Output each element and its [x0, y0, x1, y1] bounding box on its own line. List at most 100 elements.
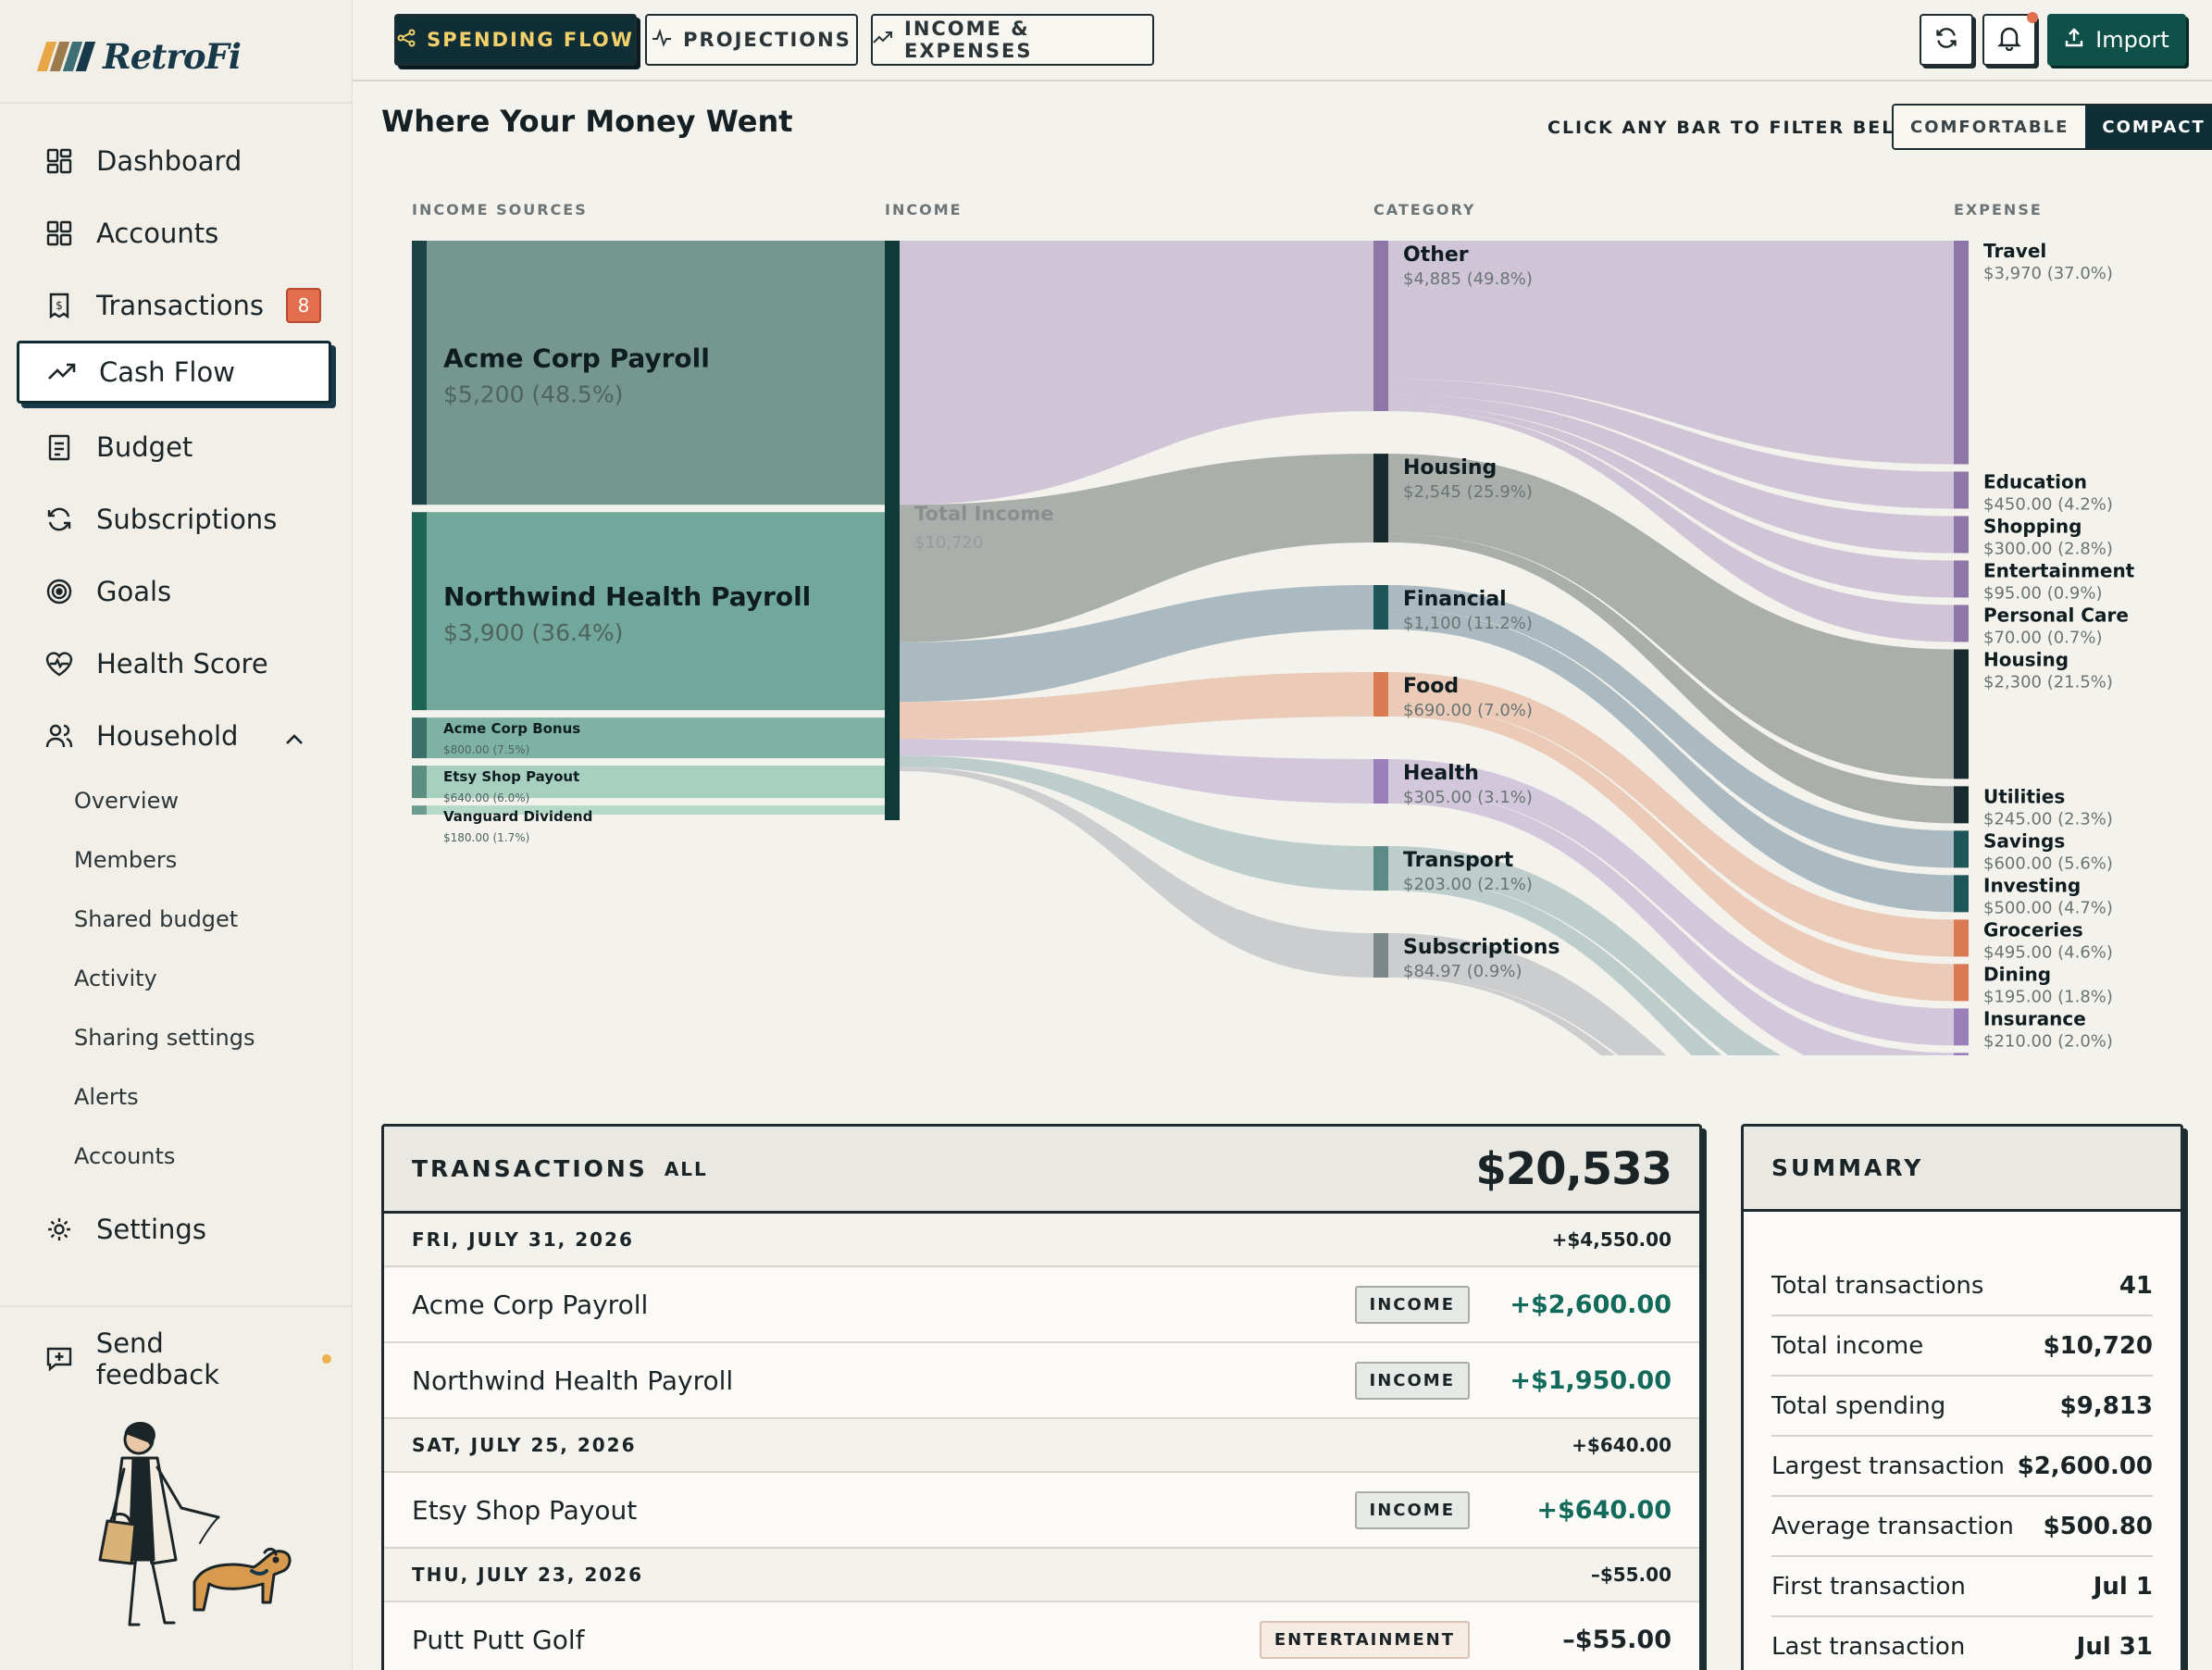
source-flow-block[interactable]: [427, 241, 885, 505]
chevron-up-icon[interactable]: [285, 720, 304, 752]
expense-bar[interactable]: [1954, 786, 1969, 824]
transaction-name: Acme Corp Payroll: [412, 1289, 649, 1320]
expense-bar[interactable]: [1954, 471, 1969, 509]
source-value: $640.00 (6.0%): [443, 791, 529, 804]
category-bar[interactable]: [1373, 933, 1388, 978]
household-sharing-settings[interactable]: Sharing settings: [74, 1025, 255, 1051]
summary-value: Jul 1: [2093, 1572, 2153, 1601]
source-bar[interactable]: [412, 512, 427, 711]
expense-bar[interactable]: [1954, 560, 1969, 598]
nav-household[interactable]: Household: [17, 704, 331, 767]
expense-name: Housing: [1983, 648, 2069, 670]
category-tag[interactable]: INCOME: [1354, 1361, 1470, 1400]
nav-budget[interactable]: Budget: [17, 416, 331, 479]
nav-transactions-label: Transactions: [96, 290, 265, 321]
users-icon: [43, 719, 76, 753]
density-comfortable-option[interactable]: COMFORTABLE: [1894, 106, 2086, 148]
category-tag[interactable]: INCOME: [1354, 1490, 1470, 1529]
source-flow-block[interactable]: [427, 717, 885, 759]
source-bar[interactable]: [412, 241, 427, 505]
category-value: $690.00 (7.0%): [1403, 701, 1533, 720]
summary-value: $2,600.00: [2017, 1452, 2153, 1480]
expense-bar[interactable]: [1954, 1008, 1969, 1046]
expense-bar[interactable]: [1954, 919, 1969, 957]
nav-transactions[interactable]: $ Transactions 8: [17, 274, 331, 337]
expense-name: Shopping: [1983, 515, 2082, 537]
transactions-filter[interactable]: ALL: [664, 1157, 708, 1180]
refresh-button[interactable]: [1920, 14, 1973, 66]
nav-cash-flow[interactable]: Cash Flow: [17, 341, 331, 404]
transaction-amount: –$55.00: [1562, 1625, 1671, 1654]
summary-value: $500.80: [2043, 1512, 2153, 1540]
household-shared-budget[interactable]: Shared budget: [74, 906, 239, 932]
tab-spending-flow[interactable]: SPENDING FLOW: [394, 14, 637, 66]
source-flow-block[interactable]: [427, 766, 885, 799]
tab-income-expenses[interactable]: INCOME & EXPENSES: [871, 14, 1154, 66]
nav-goals[interactable]: Goals: [17, 560, 331, 623]
transaction-row[interactable]: Northwind Health Payroll INCOME +$1,950.…: [384, 1343, 1699, 1419]
nav-dashboard[interactable]: Dashboard: [17, 130, 331, 193]
household-members[interactable]: Members: [74, 847, 178, 873]
summary-label: Total transactions: [1771, 1271, 1984, 1300]
expense-bar[interactable]: [1954, 1053, 1969, 1055]
category-to-expense-flow: [1388, 408, 1954, 642]
expense-bar[interactable]: [1954, 649, 1969, 779]
density-toggle: COMFORTABLE COMPACT: [1892, 104, 2212, 150]
nav-settings[interactable]: Settings: [17, 1198, 331, 1261]
household-alerts[interactable]: Alerts: [74, 1084, 139, 1110]
source-bar[interactable]: [412, 805, 427, 815]
category-bar[interactable]: [1373, 454, 1388, 543]
summary-row: Total income $10,720: [1771, 1316, 2153, 1377]
total-income-bar[interactable]: [885, 241, 900, 820]
expense-bar[interactable]: [1954, 604, 1969, 642]
expense-bar[interactable]: [1954, 964, 1969, 1002]
source-name: Acme Corp Bonus: [443, 720, 580, 737]
nav-health-score[interactable]: Health Score: [17, 632, 331, 695]
category-value: $305.00 (3.1%): [1403, 788, 1533, 807]
category-tag[interactable]: INCOME: [1354, 1285, 1470, 1324]
import-button[interactable]: Import: [2047, 14, 2186, 66]
source-bar[interactable]: [412, 766, 427, 799]
household-overview[interactable]: Overview: [74, 788, 179, 814]
transaction-row[interactable]: Acme Corp Payroll INCOME +$2,600.00: [384, 1267, 1699, 1343]
category-bar[interactable]: [1373, 241, 1388, 412]
expense-name: Personal Care: [1983, 604, 2129, 626]
target-icon: [43, 575, 76, 608]
expense-bar[interactable]: [1954, 830, 1969, 868]
category-tag[interactable]: ENTERTAINMENT: [1259, 1620, 1470, 1659]
summary-value: Jul 31: [2076, 1632, 2153, 1661]
notifications-button[interactable]: [1982, 12, 2038, 66]
expense-bar[interactable]: [1954, 241, 1969, 465]
transaction-row[interactable]: Etsy Shop Payout INCOME +$640.00: [384, 1473, 1699, 1549]
category-value: $84.97 (0.9%): [1403, 962, 1522, 981]
feedback-status-dot: [322, 1354, 331, 1364]
column-header: INCOME SOURCES: [412, 201, 588, 218]
category-bar[interactable]: [1373, 759, 1388, 804]
column-header: INCOME: [885, 201, 963, 218]
category-value: $4,885 (49.8%): [1403, 269, 1533, 289]
expense-value: $195.00 (1.8%): [1983, 987, 2113, 1006]
category-bar[interactable]: [1373, 846, 1388, 891]
summary-label: Total spending: [1771, 1391, 1946, 1420]
category-bar[interactable]: [1373, 585, 1388, 630]
source-bar[interactable]: [412, 717, 427, 759]
summary-value: $9,813: [2059, 1391, 2153, 1420]
household-activity[interactable]: Activity: [74, 966, 157, 991]
expense-bar[interactable]: [1954, 516, 1969, 554]
nav-accounts[interactable]: Accounts: [17, 202, 331, 265]
topbar-divider: [353, 80, 2212, 81]
source-flow-block[interactable]: [427, 512, 885, 711]
source-flow-block[interactable]: [427, 805, 885, 815]
retrofi-logo[interactable]: RetroFi: [36, 36, 242, 77]
category-value: $1,100 (11.2%): [1403, 614, 1533, 633]
expense-bar[interactable]: [1954, 875, 1969, 913]
nav-subscriptions[interactable]: Subscriptions: [17, 488, 331, 551]
pulse-icon: [652, 28, 672, 52]
household-accounts[interactable]: Accounts: [74, 1143, 176, 1169]
tab-projections[interactable]: PROJECTIONS: [645, 14, 858, 66]
send-feedback-button[interactable]: Send feedback: [17, 1327, 331, 1390]
transaction-row[interactable]: Putt Putt Golf ENTERTAINMENT –$55.00: [384, 1602, 1699, 1670]
summary-label: Total income: [1771, 1331, 1924, 1360]
category-bar[interactable]: [1373, 672, 1388, 717]
density-compact-option[interactable]: COMPACT: [2085, 106, 2212, 148]
